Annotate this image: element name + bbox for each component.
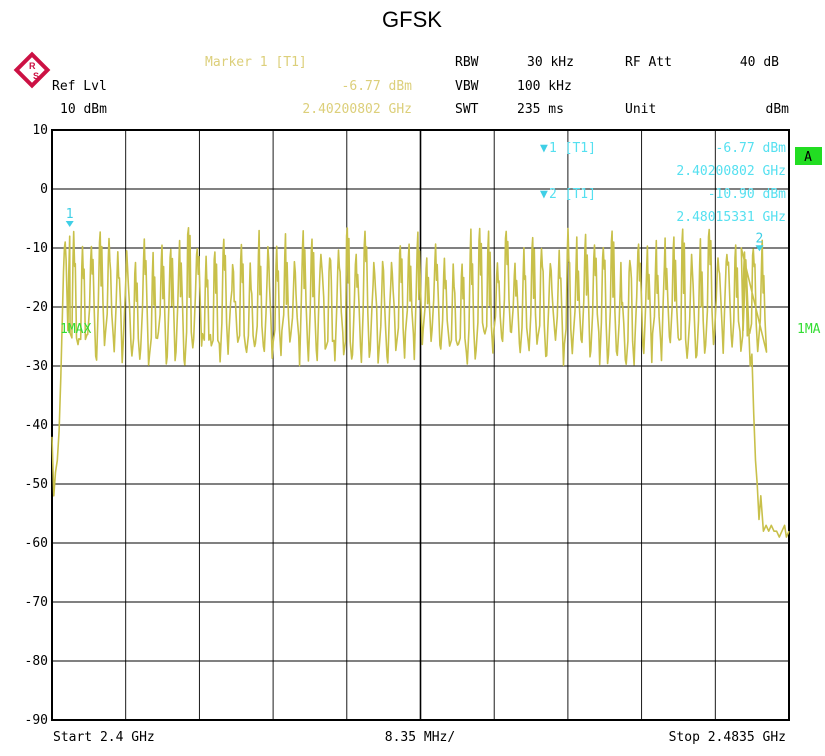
- marker-2-number: 2: [756, 231, 764, 246]
- marker-2-frequency: 2.48015331 GHz: [676, 210, 786, 225]
- plot-frame: [51, 129, 790, 721]
- stop-frequency: Stop 2.4835 GHz: [669, 730, 786, 745]
- y-tick-label: 10: [32, 123, 48, 138]
- y-tick-label: -10: [25, 241, 48, 256]
- trace-label-left: 1MAX: [60, 322, 91, 337]
- marker-1-label: 1 [T1]: [549, 141, 596, 156]
- ref-level-value: 10 dBm: [60, 102, 107, 117]
- marker-title: Marker 1 [T1]: [205, 55, 307, 70]
- marker-1-icon: [65, 220, 74, 227]
- unit-value: dBm: [766, 102, 790, 117]
- vbw-label: VBW: [455, 79, 479, 94]
- trace-a-badge: [795, 147, 822, 165]
- marker-1-frequency: 2.40200802 GHz: [676, 164, 786, 179]
- trace-label-right: 1MA: [797, 322, 821, 337]
- rf-att-label: RF Att: [625, 55, 672, 70]
- plot-grid: [52, 130, 789, 720]
- rbw-value: 30 kHz: [527, 55, 574, 70]
- ref-level-label: Ref Lvl: [52, 79, 107, 94]
- marker-2-icon: [755, 245, 764, 252]
- trace-a-badge-label: A: [804, 150, 812, 165]
- chart-title: GFSK: [382, 7, 442, 32]
- y-tick-label: -90: [25, 713, 48, 728]
- y-tick-label: -70: [25, 595, 48, 610]
- svg-text:R: R: [29, 61, 36, 71]
- y-tick-label: -50: [25, 477, 48, 492]
- trace-markers: 12: [65, 207, 764, 252]
- svg-text:S: S: [33, 71, 39, 81]
- y-tick-label: -30: [25, 359, 48, 374]
- marker-1-level: -6.77 dBm: [716, 141, 787, 156]
- rbw-label: RBW: [455, 55, 479, 70]
- y-tick-label: -80: [25, 654, 48, 669]
- spectrum-trace: [51, 227, 790, 538]
- y-tick-label: -40: [25, 418, 48, 433]
- span-per-division: 8.35 MHz/: [385, 730, 455, 745]
- marker-2-level: -10.90 dBm: [708, 187, 786, 202]
- marker-1-number: 1: [66, 207, 74, 222]
- marker-2-label: 2 [T1]: [549, 187, 596, 202]
- unit-label: Unit: [625, 102, 656, 117]
- y-axis-ticks: 10 0 -10 -20 -30 -40 -50 -60 -70 -80 -90: [25, 123, 48, 728]
- swt-label: SWT: [455, 102, 479, 117]
- rf-att-value: 40 dB: [740, 55, 779, 70]
- marker-level: -6.77 dBm: [342, 79, 413, 94]
- marker-frequency: 2.40200802 GHz: [302, 102, 412, 117]
- y-tick-label: 0: [40, 182, 48, 197]
- y-tick-label: -60: [25, 536, 48, 551]
- rohde-schwarz-logo-icon: R S: [13, 51, 51, 89]
- y-tick-label: -20: [25, 300, 48, 315]
- swt-value: 235 ms: [517, 102, 564, 117]
- vbw-value: 100 kHz: [517, 79, 572, 94]
- marker-2-symbol-icon: ▼: [540, 187, 548, 202]
- start-frequency: Start 2.4 GHz: [53, 730, 155, 745]
- marker-1-symbol-icon: ▼: [540, 141, 548, 156]
